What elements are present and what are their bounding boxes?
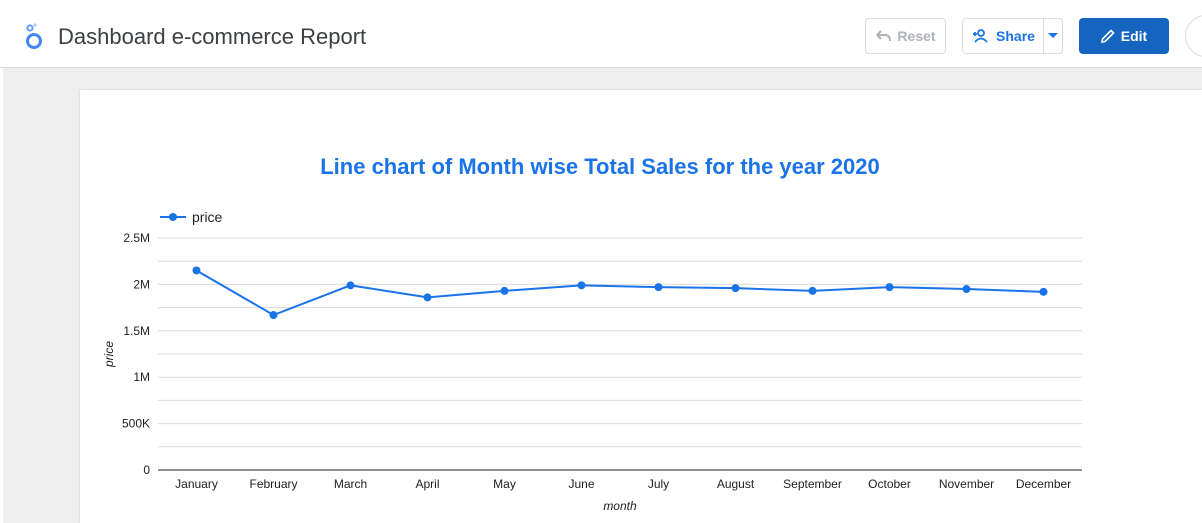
share-label: Share [996, 28, 1035, 44]
report-title: Dashboard e-commerce Report [58, 24, 367, 49]
edit-button[interactable]: Edit [1079, 18, 1169, 54]
data-point [269, 311, 278, 320]
legend-marker [169, 213, 177, 221]
series-line-price [195, 269, 1044, 317]
y-tick-label: 1M [133, 370, 150, 384]
data-point [500, 286, 509, 295]
data-point [962, 285, 971, 294]
x-tick-label: August [717, 477, 755, 491]
x-tick-label: March [334, 477, 367, 491]
x-axis-title: month [603, 499, 637, 513]
chart-title: Line chart of Month wise Total Sales for… [320, 154, 880, 179]
legend-label: price [192, 209, 223, 225]
pencil-icon [1100, 29, 1115, 43]
line-chart: 0 500K 1M 1.5M 2M 2.5M January February March Apr… [102, 209, 1082, 513]
report-canvas: Line chart of Month wise Total Sales for… [80, 90, 1202, 523]
data-point [423, 293, 432, 302]
data-point [808, 286, 817, 295]
y-tick-label: 500K [122, 417, 150, 431]
x-tick-label: June [568, 477, 594, 491]
share-button[interactable]: Share [962, 18, 1044, 54]
data-point [192, 266, 201, 275]
undo-icon [876, 30, 892, 42]
left-panel-edge [0, 68, 3, 523]
person-add-icon [973, 29, 988, 43]
reset-button[interactable]: Reset [865, 18, 946, 54]
x-tick-label: February [249, 477, 297, 491]
y-tick-label: 2M [133, 277, 150, 291]
looker-studio-logo-icon[interactable] [22, 22, 46, 50]
x-tick-label: November [939, 477, 994, 491]
y-tick-label: 0 [143, 463, 150, 477]
x-tick-label: December [1016, 477, 1071, 491]
caret-down-icon [1048, 33, 1058, 38]
data-point [731, 284, 740, 293]
x-tick-label: September [783, 477, 842, 491]
x-tick-label: July [648, 477, 669, 491]
y-axis-title: price [102, 341, 116, 368]
x-tick-label: January [175, 477, 218, 491]
edit-label: Edit [1120, 28, 1148, 44]
data-point [1039, 287, 1048, 296]
share-dropdown-button[interactable] [1043, 18, 1063, 54]
data-point [346, 281, 355, 290]
header-bar: Dashboard e-commerce Report Reset Share … [0, 0, 1202, 68]
y-tick-label: 1.5M [123, 324, 150, 338]
reset-label: Reset [897, 28, 936, 44]
y-tick-label: 2.5M [123, 231, 150, 245]
x-tick-label: May [493, 477, 516, 491]
data-point [885, 283, 894, 292]
data-point [654, 283, 663, 292]
x-tick-label: October [868, 477, 911, 491]
avatar[interactable] [1185, 15, 1202, 57]
x-tick-label: April [415, 477, 439, 491]
data-point [577, 281, 586, 290]
